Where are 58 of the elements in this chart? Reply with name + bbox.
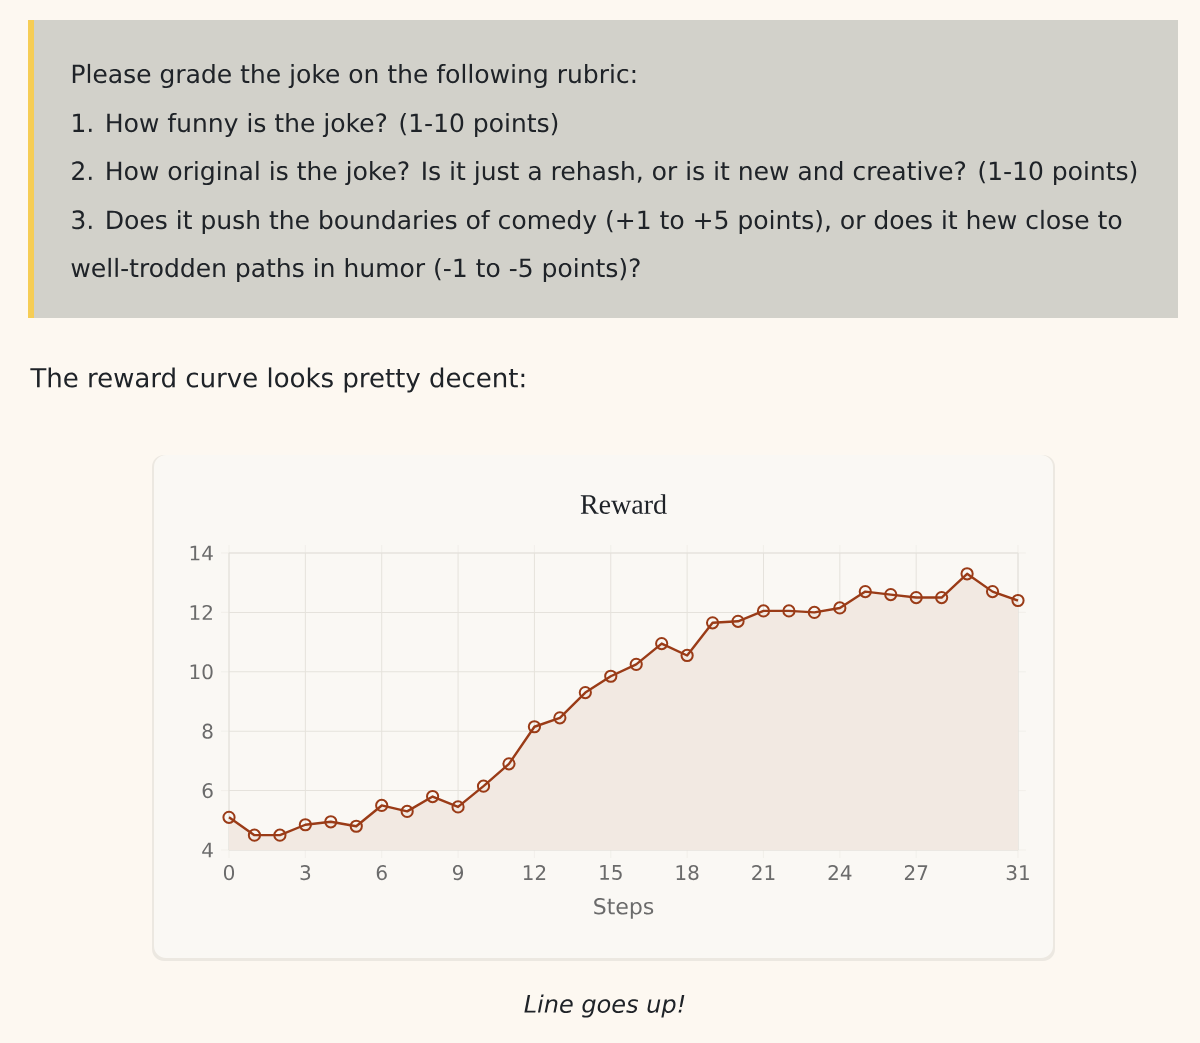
point	[349, 819, 363, 833]
point	[527, 720, 542, 734]
point	[731, 614, 745, 628]
point	[756, 604, 771, 618]
point	[502, 757, 516, 771]
y-tick-label: 6	[202, 783, 213, 799]
point	[451, 800, 465, 814]
point	[324, 815, 338, 829]
x-tick-label: 12	[523, 865, 546, 880]
x-tick-label: 27	[904, 865, 928, 880]
x-tick-label: 9	[452, 865, 464, 881]
x-tick-label: 18	[676, 865, 699, 881]
y-tick-label: 12	[190, 604, 212, 620]
point	[833, 601, 847, 615]
point	[655, 636, 669, 651]
y-tick-label: 10	[190, 664, 213, 680]
point	[273, 828, 287, 842]
y-tick-label: 4	[202, 842, 213, 858]
point	[222, 810, 236, 824]
y-tick-label: 8	[202, 723, 213, 739]
x-axis-title: Steps	[594, 897, 654, 919]
text: 1. How funny is the joke? (1-10 points)	[73, 112, 558, 138]
x-tick-label: 3	[300, 865, 311, 881]
text: The reward curve looks pretty decent:	[30, 367, 525, 393]
text: 2. How original is the joke? Is it just a rehash, or is it new and creative? (1-10 points)	[72, 160, 1137, 186]
point	[985, 585, 1000, 599]
point	[884, 587, 898, 602]
text: 3. Does it push the boundaries of comedy (+1 to +5 points), or does it hew close to	[72, 209, 1122, 235]
text: Please grade the joke on the following rubric:	[72, 63, 636, 89]
point	[298, 818, 312, 832]
point	[578, 685, 592, 700]
point	[1011, 593, 1025, 608]
point	[247, 828, 262, 842]
x-tick-label: 6	[376, 865, 387, 881]
point	[807, 605, 821, 619]
point	[426, 789, 440, 804]
point	[960, 567, 974, 581]
x-tick-label: 31	[1006, 865, 1029, 881]
point	[629, 657, 643, 671]
x-tick-label: 0	[223, 865, 235, 881]
y-tick-label: 14	[190, 545, 213, 561]
point	[680, 648, 694, 663]
x-tick-label: 15	[600, 865, 622, 880]
point	[604, 669, 618, 683]
text: well-trodden paths in humor (-1 to -5 points)?	[71, 257, 640, 283]
point	[400, 804, 414, 818]
point	[782, 604, 796, 618]
point	[705, 616, 720, 630]
point	[909, 590, 923, 605]
x-tick-label: 24	[828, 865, 852, 880]
text: Line goes up!	[524, 994, 685, 1018]
point	[935, 590, 949, 605]
x-tick-label: 21	[752, 865, 775, 880]
point	[858, 585, 872, 599]
point	[476, 779, 491, 793]
point	[375, 798, 389, 813]
point	[553, 711, 567, 725]
chart-title: Reward	[580, 494, 667, 514]
